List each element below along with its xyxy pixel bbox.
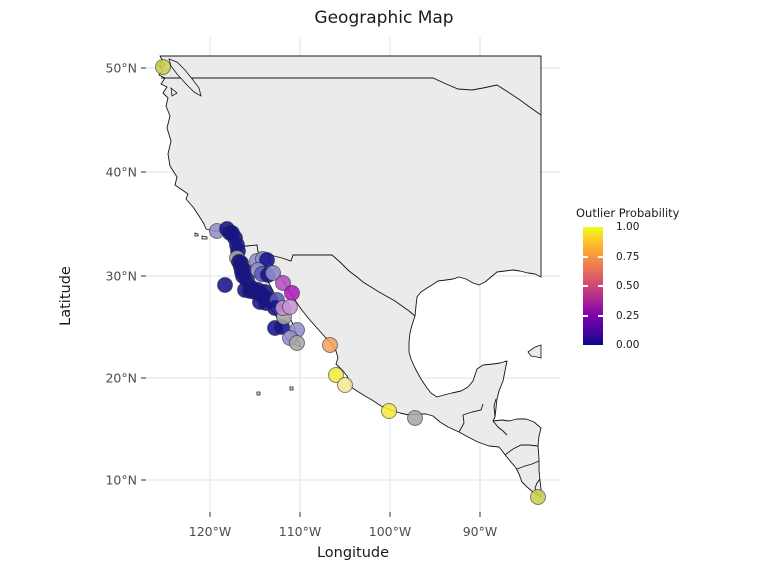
map-data-point: [322, 337, 338, 353]
svg-text:100°W: 100°W: [369, 524, 411, 539]
map-data-point: [284, 285, 300, 301]
legend-title: Outlier Probability: [576, 206, 680, 220]
svg-text:20°N: 20°N: [105, 371, 137, 386]
legend-label: 0.75: [616, 250, 640, 263]
map-data-point: [530, 489, 546, 505]
plot-title: Geographic Map: [314, 8, 454, 28]
map-data-point: [217, 277, 233, 293]
legend-label: 1.00: [616, 221, 640, 233]
map-data-point: [381, 403, 397, 419]
legend-colorbar-wrap: 1.00 0.75 0.50 0.25 0.00: [576, 221, 706, 351]
legend-label: 0.00: [616, 339, 640, 351]
map-data-point: [155, 59, 171, 75]
map-data-point: [289, 335, 305, 351]
svg-text:90°W: 90°W: [463, 524, 498, 539]
svg-text:10°N: 10°N: [105, 473, 137, 488]
legend-tick-mark: [598, 255, 603, 258]
legend-tick-mark: [598, 314, 603, 317]
svg-text:120°W: 120°W: [189, 524, 231, 539]
legend-tick-mark: [583, 255, 588, 258]
svg-text:110°W: 110°W: [279, 524, 321, 539]
legend-tick-mark: [583, 285, 588, 287]
map-data-point: [328, 367, 344, 383]
map-data-point: [337, 377, 353, 393]
map-data-point: [275, 275, 291, 291]
svg-text:50°N: 50°N: [105, 61, 137, 76]
legend-label: 0.50: [616, 280, 640, 292]
map-data-point: [265, 265, 281, 281]
map-data-point: [407, 410, 423, 426]
svg-text:30°N: 30°N: [105, 269, 137, 284]
y-axis-title: Latitude: [58, 266, 74, 326]
x-axis-title: Longitude: [316, 545, 390, 561]
legend-tick-mark: [598, 285, 603, 287]
data-points: [155, 59, 546, 505]
axis-tick-labels: 120°W 110°W 100°W 90°W 50°N 40°N 30°N 20°N 10°N: [105, 61, 497, 540]
axis-tick-marks: [141, 67, 481, 517]
legend-tick-mark: [583, 314, 588, 317]
map-data-point: [282, 299, 298, 315]
legend: Outlier Probability 1.00 0.75 0.50 0.25 0.00: [576, 206, 706, 351]
legend-label: 0.25: [616, 309, 640, 322]
svg-text:40°N: 40°N: [105, 165, 137, 180]
